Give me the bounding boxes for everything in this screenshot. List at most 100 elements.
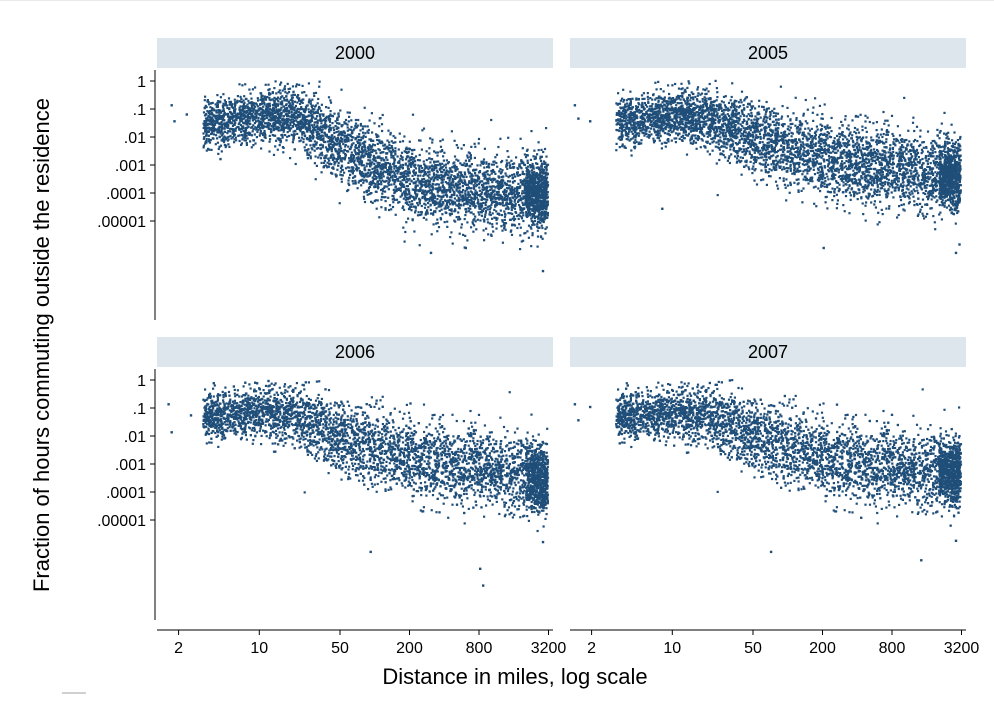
scatter-point — [481, 210, 484, 213]
scatter-point — [404, 190, 407, 194]
scatter-point — [420, 213, 423, 216]
scatter-point — [534, 181, 537, 184]
scatter-point — [388, 166, 391, 169]
scatter-point — [408, 182, 411, 185]
scatter-point — [463, 218, 466, 221]
scatter-point — [450, 174, 453, 177]
scatter-point — [436, 151, 439, 154]
scatter-point — [521, 172, 524, 175]
scatter-point — [467, 207, 470, 210]
scatter-point — [210, 109, 213, 112]
scatter-point — [442, 178, 445, 181]
scatter-point — [436, 164, 439, 167]
scatter-point — [274, 121, 277, 124]
scatter-point — [354, 153, 358, 156]
scatter-point — [238, 106, 241, 109]
scatter-point — [257, 105, 260, 108]
scatter-point — [338, 154, 341, 158]
scatter-point — [348, 128, 351, 131]
scatter-point — [472, 204, 475, 207]
scatter-point — [329, 101, 333, 104]
scatter-point — [254, 112, 257, 115]
scatter-point — [527, 212, 530, 215]
scatter-point — [274, 124, 277, 127]
scatter-point — [231, 136, 234, 139]
scatter-point — [312, 92, 316, 95]
scatter-point — [313, 121, 316, 124]
scatter-point — [363, 176, 366, 179]
scatter-point — [268, 140, 271, 143]
scatter-point — [290, 113, 293, 116]
scatter-point — [445, 203, 448, 206]
scatter-point — [353, 149, 356, 152]
scatter-point — [274, 134, 277, 137]
scatter-point — [279, 138, 282, 141]
scatter-point — [458, 171, 461, 174]
scatter-point — [402, 197, 405, 200]
scatter-point — [544, 180, 547, 183]
scatter-point — [511, 173, 514, 177]
scatter-point — [220, 123, 223, 126]
scatter-point — [473, 217, 476, 221]
scatter-point — [528, 178, 531, 182]
scatter-point — [448, 212, 451, 215]
scatter-point — [464, 183, 467, 186]
scatter-point — [429, 137, 432, 140]
scatter-point — [379, 117, 382, 120]
scatter-point — [451, 181, 455, 184]
scatter-point — [233, 105, 236, 108]
scatter-point — [545, 169, 548, 172]
scatter-point — [519, 137, 522, 140]
scatter-point — [399, 182, 402, 186]
scatter-point — [384, 185, 388, 188]
scatter-point — [404, 230, 407, 234]
scatter-point — [433, 201, 436, 204]
scatter-point — [439, 218, 443, 221]
scatter-point — [456, 168, 459, 171]
scatter-point — [425, 165, 428, 168]
scatter-point — [280, 127, 283, 130]
scatter-point — [453, 210, 456, 213]
scatter-point — [236, 116, 239, 119]
scatter-point — [327, 145, 331, 148]
scatter-point — [307, 82, 310, 85]
scatter-point — [525, 193, 528, 196]
scatter-point — [369, 151, 372, 154]
scatter-point — [240, 119, 243, 123]
scatter-point — [310, 105, 314, 109]
scatter-point — [318, 154, 321, 157]
scatter-point — [504, 207, 508, 210]
scatter-point — [431, 141, 434, 144]
scatter-point — [443, 221, 446, 224]
scatter-point — [250, 104, 253, 107]
scatter-point — [454, 169, 457, 172]
scatter-point — [374, 166, 377, 169]
scatter-point — [345, 150, 349, 153]
scatter-point — [446, 170, 449, 173]
scatter-point — [368, 169, 371, 172]
scatter-point — [291, 118, 294, 121]
scatter-point — [469, 202, 472, 205]
scatter-point — [305, 137, 308, 140]
scatter-point — [436, 191, 439, 194]
scatter-point — [336, 118, 339, 122]
scatter-point — [516, 171, 519, 174]
scatter-point — [342, 151, 345, 154]
scatter-point — [217, 100, 220, 103]
scatter-point — [408, 156, 411, 159]
scatter-point — [454, 168, 457, 171]
scatter-point — [318, 80, 321, 83]
scatter-point — [399, 164, 402, 167]
scatter-point — [292, 122, 296, 126]
scatter-point — [536, 210, 539, 213]
scatter-point — [422, 191, 425, 194]
scatter-point — [238, 121, 241, 124]
scatter-point — [325, 106, 328, 109]
scatter-point — [405, 180, 409, 183]
scatter-point — [336, 137, 339, 140]
scatter-point — [259, 132, 262, 135]
scatter-point — [428, 166, 432, 169]
scatter-point — [486, 194, 489, 197]
scatter-point — [206, 100, 209, 103]
scatter-point — [330, 148, 333, 151]
